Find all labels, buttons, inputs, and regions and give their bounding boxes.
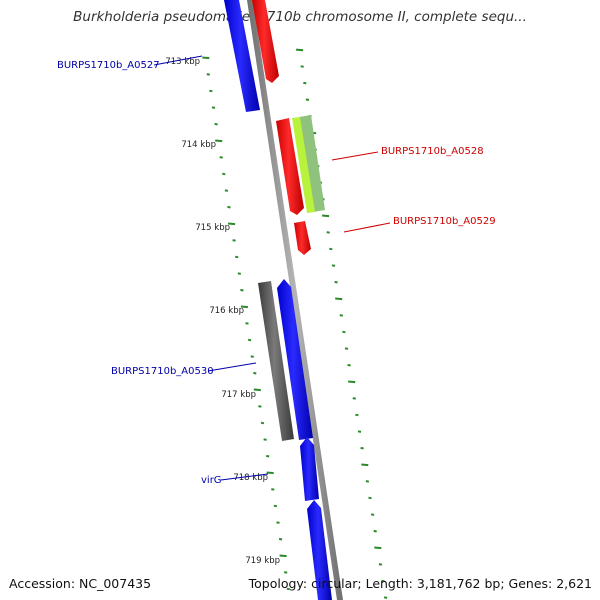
tick-mark (211, 106, 216, 109)
tick-mark (247, 338, 252, 342)
gene-BURPS1710b_A0530 (277, 279, 313, 440)
tick-mark (273, 504, 278, 508)
tick-mark (326, 231, 330, 234)
gene-downstream-forward (307, 500, 332, 600)
tick-mark (370, 513, 375, 516)
tick-mark (260, 421, 265, 425)
tick-label: 719 kbp (245, 556, 280, 566)
accession-text: Accession: NC_007435 (9, 576, 152, 591)
gene-BURPS1710b_A0530-pseudo (258, 281, 294, 441)
tick-mark (296, 48, 304, 52)
tick-mark (232, 239, 236, 242)
gene-label[interactable]: BURPS1710b_A0529 (393, 216, 496, 227)
tick-mark (368, 496, 372, 500)
tick-label: 718 kbp (233, 473, 268, 483)
tick-label: 717 kbp (221, 390, 256, 400)
tick-mark (331, 264, 336, 267)
tick-mark (355, 413, 359, 417)
gene-label[interactable]: BURPS1710b_A0530 (111, 366, 214, 377)
inner-tick-ring (202, 56, 290, 591)
tick-mark (215, 139, 223, 143)
gene-leader-lines (153, 55, 391, 481)
leader-line-virG (220, 473, 269, 481)
tick-mark (352, 397, 356, 400)
tick-mark (224, 189, 229, 192)
tick-mark (303, 81, 307, 85)
tick-mark (279, 554, 287, 558)
tick-label: 713 kbp (165, 57, 200, 67)
tick-mark (202, 56, 210, 60)
tick-mark (342, 330, 346, 334)
tick-mark (219, 156, 223, 159)
tick-mark (253, 371, 257, 375)
tick-mark (334, 280, 338, 284)
tick-mark (245, 322, 249, 325)
tick-label: 715 kbp (195, 223, 230, 233)
tick-mark (378, 563, 383, 566)
tick-mark (253, 388, 261, 392)
gene-BURPS1710b_A0529 (294, 221, 311, 255)
leader-line-A0527 (153, 55, 203, 66)
leader-line-A0529 (343, 222, 391, 233)
tick-mark (271, 488, 275, 491)
tick-mark (344, 347, 349, 350)
tick-mark (305, 98, 310, 101)
tick-mark (383, 596, 388, 599)
tick-mark (222, 172, 226, 176)
tick-mark (240, 305, 248, 309)
tick-label: 714 kbp (181, 140, 216, 150)
topology-text: Topology: circular; Length: 3,181,762 bp… (248, 576, 592, 591)
tick-mark (209, 89, 213, 93)
tick-mark (278, 537, 283, 541)
map-title: Burkholderia pseudomallei 1710b chromoso… (73, 9, 527, 25)
tick-mark (286, 587, 290, 591)
rna-gene-bright (292, 117, 315, 213)
tick-mark (235, 255, 239, 259)
tick-mark (381, 579, 385, 583)
tick-mark (206, 73, 210, 76)
tick-mark (373, 529, 377, 533)
rna-gene-light (299, 115, 325, 212)
tick-mark (357, 430, 362, 433)
tick-mark (365, 480, 370, 483)
tick-labels: 713 kbp 714 kbp 715 kbp 716 kbp 717 kbp … (165, 57, 280, 566)
gene-label[interactable]: BURPS1710b_A0528 (381, 146, 484, 157)
tick-mark (237, 272, 241, 275)
tick-mark (374, 546, 382, 550)
tick-mark (240, 288, 244, 292)
tick-mark (284, 571, 288, 574)
gene-BURPS1710b_A0527 (224, 0, 260, 112)
tick-mark (360, 446, 364, 450)
leader-line-A0528 (331, 151, 379, 161)
tick-mark (263, 438, 267, 441)
tick-mark (322, 214, 330, 218)
gene-label[interactable]: virG (201, 475, 222, 486)
tick-mark (361, 463, 369, 467)
leader-line-A0530 (207, 362, 257, 372)
tick-mark (347, 363, 351, 367)
tick-mark (250, 355, 254, 358)
tick-mark (276, 521, 280, 524)
tick-mark (227, 205, 231, 209)
tick-mark (266, 471, 274, 475)
tick-mark (258, 405, 262, 408)
tick-mark (329, 247, 333, 251)
gene-BURPS1710b_A0528 (276, 118, 304, 215)
tick-mark (266, 454, 270, 458)
gene-virG (300, 437, 319, 501)
tick-mark (228, 222, 236, 226)
gene-label[interactable]: BURPS1710b_A0527 (57, 60, 160, 71)
tick-mark (335, 297, 343, 301)
tick-mark (214, 122, 218, 126)
chromosome-backbone (247, 0, 343, 600)
tick-mark (348, 380, 356, 384)
gene-labels: BURPS1710b_A0527 BURPS1710b_A0528 BURPS1… (57, 60, 496, 486)
tick-label: 716 kbp (209, 306, 244, 316)
gene-upstream-reverse (252, 0, 279, 83)
tick-mark (339, 314, 343, 317)
tick-mark (300, 65, 304, 68)
